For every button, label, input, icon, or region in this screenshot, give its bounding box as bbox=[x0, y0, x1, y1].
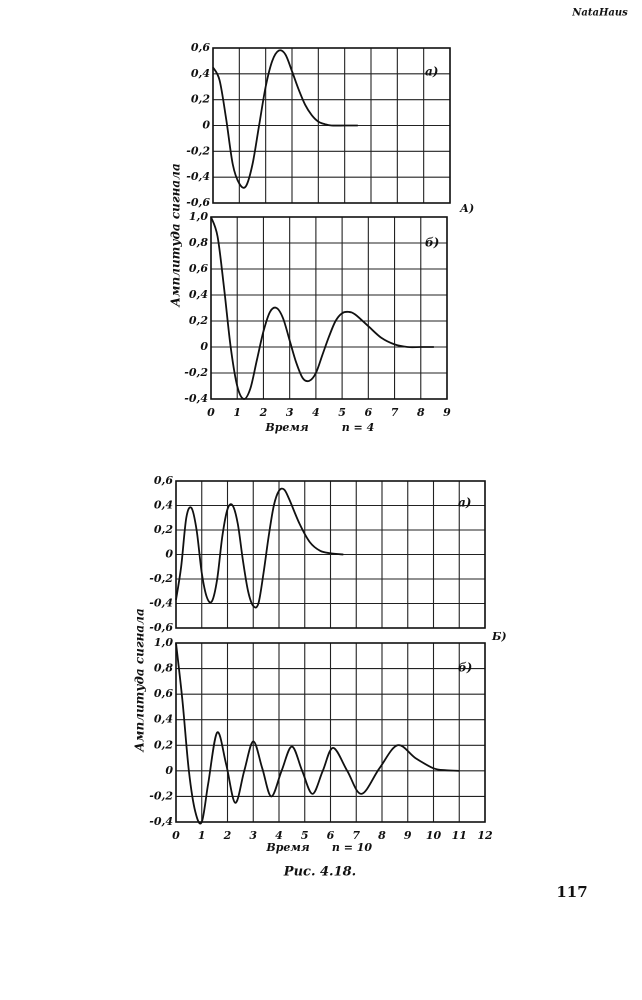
x-axis-label: Время bbox=[265, 841, 309, 854]
plot-frame bbox=[212, 47, 451, 204]
panel-marker: Б) bbox=[491, 630, 507, 643]
y-tick-label: 0,4 bbox=[189, 288, 208, 301]
x-tick-label: 8 bbox=[378, 829, 386, 842]
panel-label: б) bbox=[458, 661, 472, 675]
plot-frame bbox=[175, 480, 486, 629]
y-tick-label: 0,4 bbox=[191, 67, 210, 80]
x-tick-label: 2 bbox=[259, 406, 268, 419]
x-tick-label: 0 bbox=[172, 829, 180, 842]
x-tick-label: 0 bbox=[207, 406, 215, 419]
y-tick-label: 0,4 bbox=[154, 713, 173, 726]
y-axis-label: Амплитуда сигнала bbox=[133, 608, 147, 752]
y-tick-label: 0,8 bbox=[154, 662, 173, 675]
x-tick-label: 1 bbox=[198, 829, 206, 842]
y-tick-label: 0 bbox=[165, 764, 173, 777]
y-tick-label: 1,0 bbox=[189, 210, 208, 223]
y-tick-label: 0,6 bbox=[191, 41, 210, 54]
x-tick-label: 7 bbox=[391, 406, 399, 419]
x-tick-label: 9 bbox=[443, 406, 451, 419]
y-tick-label: -0,4 bbox=[186, 170, 210, 183]
y-tick-label: -0,4 bbox=[149, 815, 173, 828]
x-tick-label: 9 bbox=[404, 829, 412, 842]
x-tick-label: 4 bbox=[312, 406, 320, 419]
note: n = 4 bbox=[342, 421, 375, 434]
y-tick-label: -0,2 bbox=[149, 789, 173, 802]
x-tick-label: 2 bbox=[223, 829, 232, 842]
note: n = 10 bbox=[332, 841, 373, 854]
x-tick-label: 1 bbox=[233, 406, 241, 419]
page-number: 117 bbox=[556, 883, 587, 901]
signal-curve bbox=[212, 49, 358, 189]
y-tick-label: 0,8 bbox=[189, 236, 208, 249]
y-tick-label: -0,6 bbox=[186, 196, 210, 209]
watermark: NataHaus bbox=[571, 8, 628, 19]
y-tick-label: 0,4 bbox=[154, 499, 173, 512]
x-tick-label: 12 bbox=[477, 829, 493, 842]
y-tick-label: 0,2 bbox=[191, 93, 210, 106]
figure-caption: Рис. 4.18. bbox=[283, 865, 356, 880]
x-tick-label: 3 bbox=[249, 829, 257, 842]
x-tick-label: 10 bbox=[426, 829, 442, 842]
panel-label: а) bbox=[458, 496, 471, 510]
x-tick-label: 5 bbox=[301, 829, 309, 842]
signal-curve bbox=[210, 216, 434, 400]
y-tick-label: 0,2 bbox=[189, 314, 208, 327]
x-tick-label: 7 bbox=[352, 829, 360, 842]
x-tick-label: 5 bbox=[338, 406, 346, 419]
x-tick-label: 3 bbox=[286, 406, 294, 419]
x-tick-label: 6 bbox=[327, 829, 335, 842]
panel-label: б) bbox=[425, 236, 439, 250]
signal-curve bbox=[175, 487, 344, 609]
panel-label: а) bbox=[425, 65, 438, 79]
y-tick-label: -0,2 bbox=[184, 366, 208, 379]
y-tick-label: -0,2 bbox=[186, 144, 210, 157]
y-tick-label: 0,6 bbox=[189, 262, 208, 275]
y-tick-label: 0 bbox=[165, 548, 173, 561]
panel-marker: А) bbox=[459, 202, 474, 215]
x-tick-label: 4 bbox=[275, 829, 283, 842]
x-tick-label: 8 bbox=[417, 406, 425, 419]
y-tick-label: 0 bbox=[202, 119, 210, 132]
y-tick-label: -0,4 bbox=[184, 392, 208, 405]
y-tick-label: 1,0 bbox=[154, 636, 173, 649]
signal-curve bbox=[175, 642, 460, 825]
y-tick-label: -0,6 bbox=[149, 621, 173, 634]
y-tick-label: -0,4 bbox=[149, 597, 173, 610]
y-tick-label: 0,2 bbox=[154, 523, 173, 536]
plot-frame bbox=[210, 216, 448, 400]
y-axis-label: Амплитуда сигнала bbox=[169, 163, 183, 307]
y-tick-label: 0,6 bbox=[154, 474, 173, 487]
y-tick-label: 0,6 bbox=[154, 687, 173, 700]
y-tick-label: 0,2 bbox=[154, 738, 173, 751]
x-tick-label: 11 bbox=[452, 829, 467, 842]
y-tick-label: 0 bbox=[200, 340, 208, 353]
y-tick-label: -0,2 bbox=[149, 572, 173, 585]
x-axis-label: Время bbox=[264, 421, 308, 434]
x-tick-label: 6 bbox=[365, 406, 373, 419]
plot-frame bbox=[175, 642, 486, 823]
